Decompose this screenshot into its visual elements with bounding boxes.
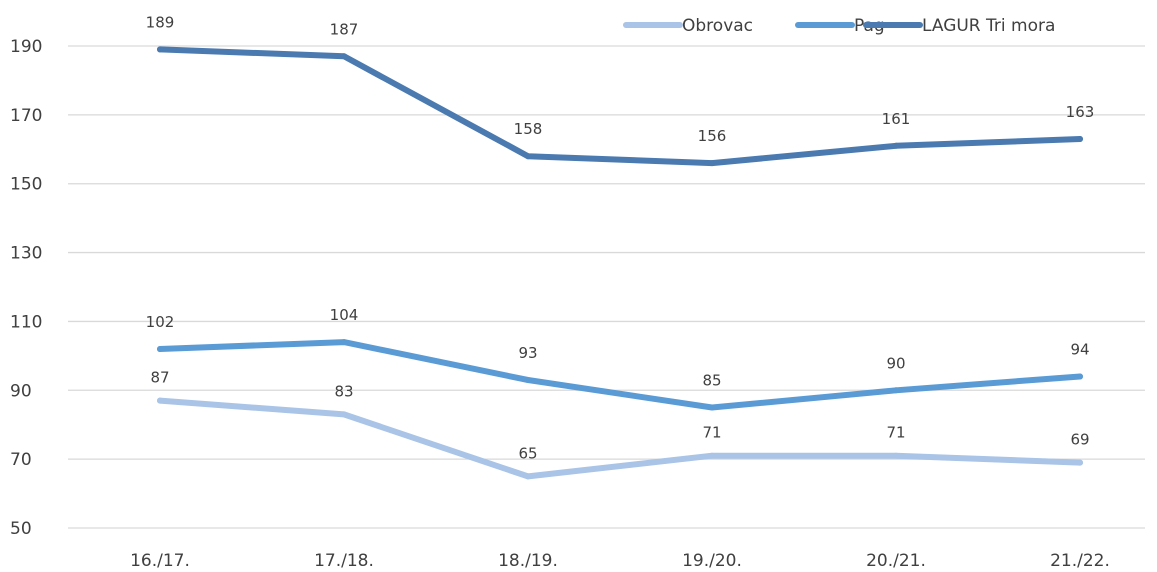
data-label: 93	[518, 344, 537, 362]
x-tick-label: 17./18.	[314, 551, 374, 571]
data-label: 69	[1070, 431, 1089, 449]
data-label: 65	[518, 444, 537, 462]
data-point	[157, 397, 163, 404]
y-tick-label: 90	[10, 381, 32, 401]
data-point	[157, 46, 163, 53]
legend-label: Obrovac	[682, 16, 753, 36]
series-lines	[157, 46, 1083, 480]
data-point	[525, 473, 531, 480]
data-point	[709, 452, 715, 459]
data-point	[1077, 136, 1083, 142]
y-axis-tick-labels: 50 70 90 110 130 150 170 190	[10, 37, 42, 539]
gridlines	[68, 45, 1145, 529]
data-point	[525, 153, 531, 160]
data-point	[341, 339, 347, 346]
data-point	[1077, 459, 1083, 466]
legend: ObrovacPagLAGUR Tri mora	[623, 16, 1055, 36]
x-tick-label: 21./22.	[1050, 551, 1110, 571]
data-point	[893, 142, 899, 149]
data-label: 158	[514, 120, 543, 138]
series-line-pag	[157, 339, 1083, 411]
y-tick-label: 190	[10, 37, 42, 57]
data-point	[893, 387, 899, 394]
data-label: 85	[702, 372, 721, 390]
data-label: 161	[882, 110, 911, 128]
y-tick-label: 70	[10, 450, 32, 470]
data-point	[525, 377, 531, 383]
data-label: 104	[330, 306, 359, 324]
data-label: 163	[1066, 103, 1095, 121]
y-tick-label: 170	[10, 106, 42, 126]
y-tick-label: 110	[10, 312, 42, 332]
data-label: 187	[330, 20, 359, 38]
x-tick-label: 19./20.	[682, 551, 742, 571]
data-label: 102	[146, 313, 175, 331]
x-tick-label: 20./21.	[866, 551, 926, 571]
data-label: 87	[150, 369, 169, 387]
data-point	[709, 404, 715, 411]
y-tick-label: 150	[10, 175, 42, 195]
data-label: 83	[334, 382, 353, 400]
x-tick-label: 16./17.	[130, 551, 190, 571]
data-label: 71	[886, 424, 905, 442]
data-label: 94	[1070, 341, 1089, 359]
data-point	[1077, 373, 1083, 380]
legend-label: LAGUR Tri mora	[922, 16, 1055, 36]
y-tick-label: 130	[10, 244, 42, 264]
data-label: 156	[698, 127, 727, 145]
data-label: 90	[886, 354, 905, 372]
data-point	[157, 346, 163, 352]
data-label: 71	[702, 424, 721, 442]
x-axis-tick-labels: 16./17. 17./18. 18./19. 19./20. 20./21. 21./2…	[130, 551, 1110, 571]
series-line-obrovac	[157, 397, 1083, 480]
data-point	[341, 411, 347, 418]
data-labels: 87 83 65 71 71 69 102 104 93 85 90 94 189 187 158 156 16…	[146, 13, 1095, 462]
data-label: 189	[146, 13, 175, 31]
series-line-lagur-tri-mora	[157, 46, 1083, 167]
data-point	[893, 452, 899, 459]
y-tick-label: 50	[10, 519, 32, 539]
data-point	[709, 160, 715, 167]
x-tick-label: 18./19.	[498, 551, 558, 571]
data-point	[341, 53, 347, 60]
